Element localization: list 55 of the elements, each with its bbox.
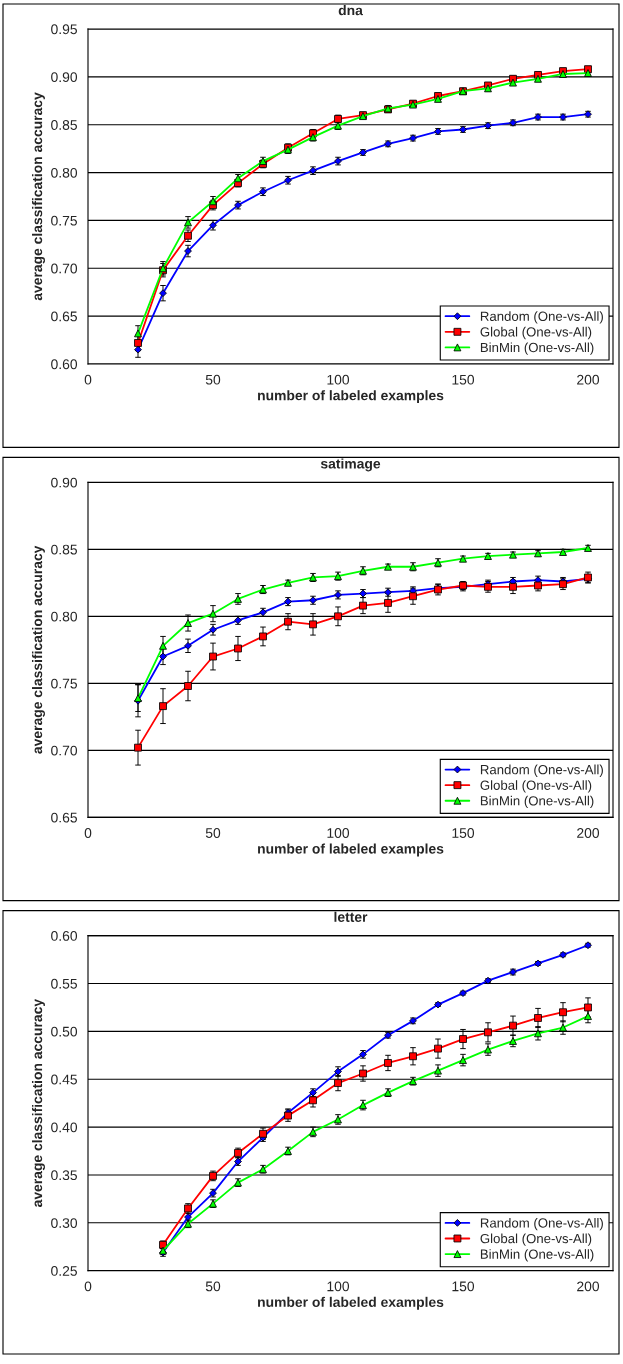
y-tick-label: 0.50 (51, 1026, 78, 1037)
y-tick-label: 0.45 (51, 1074, 77, 1085)
legend-label: Global (One-vs-All) (480, 1233, 592, 1246)
legend-label: Global (One-vs-All) (480, 326, 592, 340)
y-tick-label: 0.70 (51, 263, 78, 274)
y-tick-label: 0.90 (51, 72, 78, 83)
y-tick-label: 0.25 (51, 1266, 77, 1276)
legend-label: Random (One-vs-All) (480, 764, 603, 777)
y-tick-label: 0.75 (51, 215, 77, 226)
x-tick-label: 150 (452, 828, 475, 838)
legend-label: BinMin (One-vs-All) (480, 795, 594, 809)
y-tick-label: 0.75 (51, 678, 77, 689)
y-axis-title: average classification accuracy (31, 999, 45, 1207)
x-tick-label: 100 (327, 828, 350, 838)
x-tick-label: 200 (577, 1281, 600, 1292)
x-tick-label: 100 (327, 374, 350, 385)
x-tick-label: 0 (84, 828, 92, 838)
x-axis-title: number of labeled examples (258, 1296, 444, 1310)
x-axis-title: number of labeled examples (258, 843, 444, 857)
legend-label: Random (One-vs-All) (480, 1217, 603, 1231)
x-tick-label: 150 (452, 1281, 475, 1292)
y-tick-label: 0.95 (51, 24, 77, 35)
x-tick-label: 50 (205, 374, 221, 385)
y-tick-label: 0.90 (51, 477, 78, 488)
x-tick-label: 100 (327, 1281, 350, 1292)
legend-label: Random (One-vs-All) (480, 311, 603, 324)
chart-title: satimage (320, 458, 381, 472)
y-tick-label: 0.55 (51, 978, 77, 989)
chart-title: letter (334, 911, 368, 922)
y-tick-label: 0.80 (51, 611, 78, 622)
y-tick-label: 0.85 (51, 544, 77, 555)
x-axis-title: number of labeled examples (258, 390, 444, 404)
legend-label: Global (One-vs-All) (480, 780, 592, 793)
y-tick-label: 0.65 (51, 812, 77, 823)
x-tick-label: 0 (84, 1281, 92, 1292)
y-axis-title: average classification accuracy (31, 92, 45, 301)
y-tick-label: 0.35 (51, 1170, 77, 1181)
x-tick-label: 50 (205, 1281, 221, 1292)
legend-label: BinMin (One-vs-All) (480, 342, 594, 355)
x-tick-label: 0 (84, 374, 92, 385)
y-tick-label: 0.60 (51, 931, 78, 941)
y-tick-label: 0.40 (51, 1122, 78, 1133)
x-tick-label: 50 (205, 828, 221, 838)
y-tick-label: 0.65 (51, 311, 77, 322)
y-tick-label: 0.85 (51, 120, 77, 130)
y-tick-label: 0.70 (51, 745, 78, 756)
chart-title: dna (338, 5, 363, 16)
y-tick-label: 0.60 (51, 359, 78, 370)
x-tick-label: 200 (577, 374, 600, 385)
legend-label: BinMin (One-vs-All) (480, 1249, 594, 1262)
y-tick-label: 0.30 (51, 1218, 78, 1228)
x-tick-label: 200 (577, 828, 600, 838)
y-tick-label: 0.80 (51, 167, 78, 178)
x-tick-label: 150 (452, 374, 475, 385)
y-axis-title: average classification accuracy (31, 545, 45, 754)
